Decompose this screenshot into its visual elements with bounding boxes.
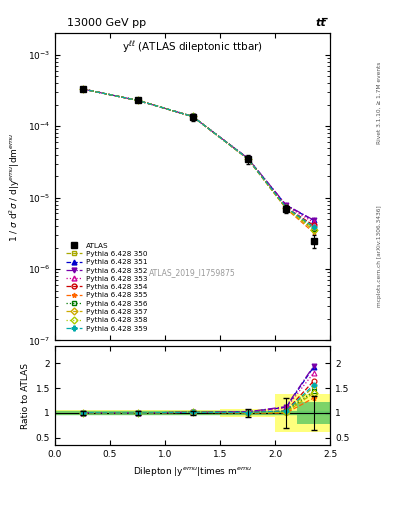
Text: 13000 GeV pp: 13000 GeV pp xyxy=(67,18,146,28)
Bar xyxy=(55,411,110,416)
X-axis label: Dilepton |y$^{emu}$|times m$^{emu}$: Dilepton |y$^{emu}$|times m$^{emu}$ xyxy=(133,465,252,478)
Y-axis label: 1 / $\sigma$ d$^2\sigma$ / d|y$^{emu}$|dm$^{emu}$: 1 / $\sigma$ d$^2\sigma$ / d|y$^{emu}$|d… xyxy=(7,132,22,242)
Bar xyxy=(275,394,297,432)
Text: Rivet 3.1.10, ≥ 1.7M events: Rivet 3.1.10, ≥ 1.7M events xyxy=(377,61,382,144)
Bar xyxy=(297,402,330,424)
Y-axis label: Ratio to ATLAS: Ratio to ATLAS xyxy=(21,362,30,429)
Text: y$^{\ell\ell}$ (ATLAS dileptonic ttbar): y$^{\ell\ell}$ (ATLAS dileptonic ttbar) xyxy=(122,39,263,55)
Bar xyxy=(165,411,220,416)
Bar xyxy=(297,394,330,432)
Text: mcplots.cern.ch [arXiv:1306.3436]: mcplots.cern.ch [arXiv:1306.3436] xyxy=(377,205,382,307)
Legend: ATLAS, Pythia 6.428 350, Pythia 6.428 351, Pythia 6.428 352, Pythia 6.428 353, P: ATLAS, Pythia 6.428 350, Pythia 6.428 35… xyxy=(64,240,149,334)
Bar xyxy=(220,409,275,417)
Text: ATLAS_2019_I1759875: ATLAS_2019_I1759875 xyxy=(149,268,236,278)
Bar xyxy=(110,411,165,416)
Text: tt̅: tt̅ xyxy=(316,18,326,28)
